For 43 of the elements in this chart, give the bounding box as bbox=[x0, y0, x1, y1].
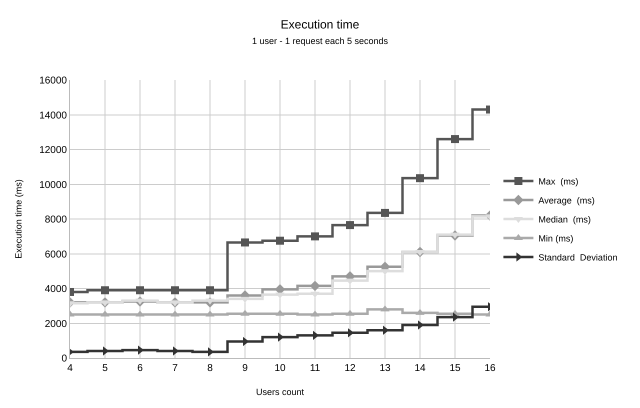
x-tick-label: 6 bbox=[137, 363, 144, 374]
x-tick-label: 8 bbox=[207, 363, 214, 374]
y-tick-label: 6000 bbox=[44, 249, 68, 260]
legend-label: Standard Deviation bbox=[538, 252, 618, 263]
x-tick-label: 11 bbox=[310, 363, 321, 374]
point bbox=[310, 280, 320, 292]
x-tick-label: 14 bbox=[414, 363, 426, 374]
legend-label: Average (ms) bbox=[538, 196, 595, 206]
y-tick-label: 0 bbox=[61, 354, 68, 364]
y-tick-label: 14000 bbox=[39, 110, 68, 122]
x-tick-label: 12 bbox=[344, 363, 356, 374]
y-tick-label: 4000 bbox=[44, 284, 68, 295]
y-tick-label: 8000 bbox=[44, 214, 68, 226]
x-axis-title: Users count bbox=[256, 386, 305, 397]
point bbox=[171, 286, 179, 294]
legend-label: Min (ms) bbox=[538, 234, 574, 244]
point bbox=[416, 174, 424, 182]
x-tick-label: 16 bbox=[484, 363, 496, 374]
y-tick-label: 2000 bbox=[44, 318, 68, 330]
x-tick-label: 13 bbox=[379, 363, 391, 374]
y-tick-label: 12000 bbox=[39, 145, 68, 156]
point bbox=[311, 232, 319, 240]
y-tick-label: 16000 bbox=[39, 76, 68, 86]
legend-label: Median (ms) bbox=[538, 214, 591, 225]
chart-title: Execution time bbox=[280, 18, 360, 32]
x-tick-label: 5 bbox=[102, 363, 108, 374]
point bbox=[276, 236, 284, 245]
point bbox=[346, 221, 354, 230]
x-tick-label: 7 bbox=[172, 363, 178, 374]
point bbox=[101, 286, 109, 294]
x-tick-label: 10 bbox=[274, 363, 286, 374]
point bbox=[451, 135, 459, 144]
point bbox=[136, 286, 144, 294]
chart-subtitle: 1 user - 1 request each 5 seconds bbox=[252, 36, 389, 46]
y-axis-title: Execution time (ms) bbox=[14, 179, 24, 259]
x-tick-label: 15 bbox=[449, 363, 461, 374]
point bbox=[206, 286, 214, 294]
point bbox=[381, 208, 389, 217]
point bbox=[241, 238, 249, 246]
y-tick-label: 10000 bbox=[39, 180, 68, 191]
x-tick-label: 9 bbox=[242, 363, 248, 374]
legend-label: Max (ms) bbox=[538, 176, 578, 187]
x-tick-label: 4 bbox=[67, 363, 74, 374]
